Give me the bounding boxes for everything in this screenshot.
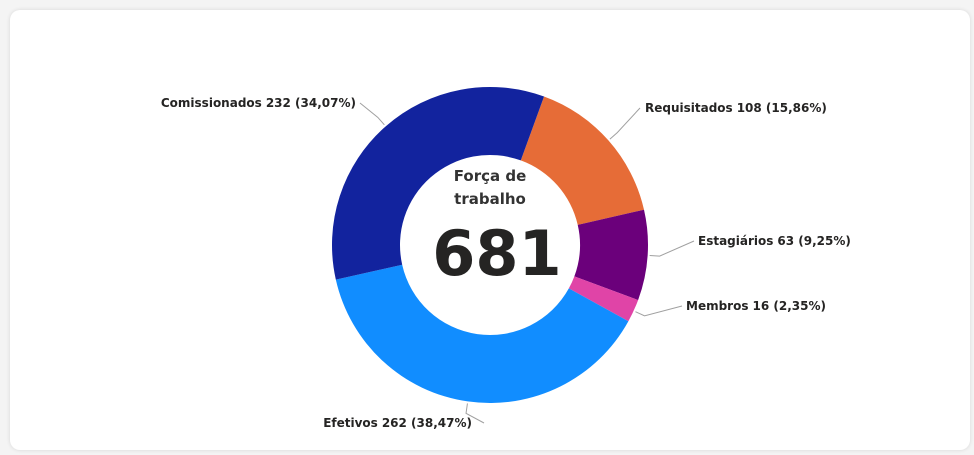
value-label: 16 (2,35%) [752,299,825,313]
leader-line [609,107,641,140]
donut-slice [568,276,639,322]
category-name: Estagiários [698,234,773,248]
donut-slice [520,96,645,225]
leader-line [465,403,485,424]
data-label: Estagiários 63 (9,25%) [698,234,851,248]
value-label: 63 (9,25%) [777,234,850,248]
data-label: Membros 16 (2,35%) [686,299,826,313]
category-name: Comissionados [161,96,262,110]
donut-slice [332,87,545,280]
data-label: Efetivos 262 (38,47%) [323,416,472,430]
leader-line [649,240,695,257]
value-label: 232 (34,07%) [266,96,356,110]
center-label-line: Força de [454,167,527,185]
category-name: Requisitados [645,101,733,115]
leader-line [635,305,683,317]
value-label: 262 (38,47%) [382,416,472,430]
center-label-line: trabalho [454,190,526,208]
donut-slice [335,264,629,404]
center-total: 681 [432,217,561,290]
leader-line [359,102,385,126]
category-name: Membros [686,299,748,313]
data-label: Requisitados 108 (15,86%) [645,101,827,115]
data-label: Comissionados 232 (34,07%) [161,96,356,110]
value-label: 108 (15,86%) [737,101,827,115]
donut-slice [574,209,648,301]
category-name: Efetivos [323,416,378,430]
center-label: Força de trabalho [454,167,527,208]
